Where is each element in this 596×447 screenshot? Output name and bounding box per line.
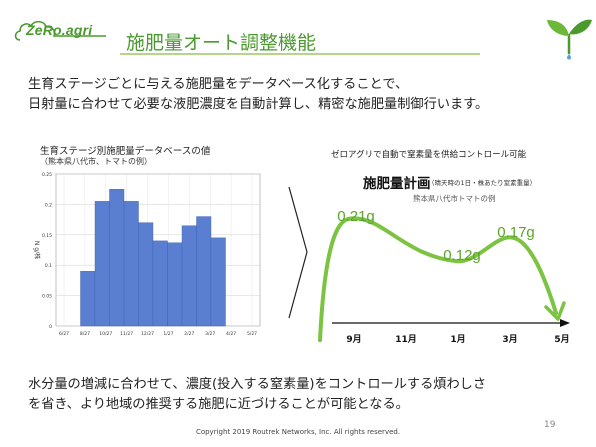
bar (80, 271, 96, 327)
value-label: 0.17g (497, 224, 535, 241)
y-tick-label: 0.15 (42, 233, 52, 239)
x-tick-label: 5/27 (247, 331, 257, 337)
plan-caption: ゼロアグリで自動で窒素量を供給コントロール可能 (331, 150, 527, 160)
page-number: 19 (544, 420, 556, 430)
plan-title: 施肥量計画 (363, 176, 431, 192)
x-tick-label: 1月 (450, 334, 465, 345)
y-tick-label: 0.2 (45, 202, 52, 208)
x-tick-label: 11/27 (120, 331, 133, 337)
x-tick-label: 1/27 (163, 331, 173, 337)
x-tick-label: 4/27 (226, 331, 236, 337)
fertilizer-database-chart: 0 0.05 0.1 0.15 0.2 0.25 6/27 8/27 10/27 11/27 12/… (33, 172, 261, 337)
y-axis-label: N g/株 (33, 241, 41, 259)
x-tick-label: 9月 (346, 334, 361, 345)
x-tick-label: 8/27 (80, 331, 90, 337)
logo-cloud-icon (14, 20, 106, 41)
plan-curve-arrowhead (544, 301, 566, 321)
y-tick-label: 0.1 (45, 263, 52, 269)
bar (138, 222, 154, 327)
bar (196, 216, 212, 327)
x-tick-label: 6/27 (59, 331, 69, 337)
x-tick-label: 3月 (502, 334, 517, 345)
plan-note: （晴天時の1日・株あたり窒素重量） (428, 179, 537, 187)
value-label: 0.12g (443, 247, 481, 264)
x-tick-label: 5月 (554, 334, 569, 345)
x-tick-label: 2/27 (184, 331, 194, 337)
page-title: 施肥量オート調整機能 (126, 32, 317, 54)
fertilizer-plan-chart: 9月 11月 1月 3月 5月 0.21g 0.12g 0.17g (318, 208, 570, 345)
bar (181, 225, 197, 327)
plan-curve (318, 216, 558, 343)
chevron-right-icon (288, 186, 308, 319)
logo-text: ZeRo.agri (26, 22, 93, 38)
bar (167, 242, 183, 327)
y-tick-label: 0.05 (42, 294, 52, 300)
title-underline (120, 53, 480, 55)
outro-line-1: 水分量の増減に合わせて、濃度(投入する窒素量)をコントロールする煩わしさ (28, 377, 487, 392)
intro-line-1: 生育ステージごとに与える施肥量をデータベース化することで、 (28, 77, 409, 92)
bar (94, 201, 110, 327)
bar (123, 201, 139, 327)
outro-line-2: を省き、より地域の推奨する施肥に近づけることが可能となる。 (28, 397, 409, 412)
intro-line-2: 日射量に合わせて必要な液肥濃度を自動計算し、精密な施肥量制御行います。 (28, 97, 489, 112)
chart-title: 生育ステージ別施肥量データベースの値 (40, 146, 211, 157)
y-tick-label: 0 (49, 324, 52, 330)
chart-subtitle: （熊本県八代市、トマトの例） (40, 157, 152, 166)
x-tick-label: 11月 (395, 334, 417, 345)
plan-subtitle: 熊本県八代市トマトの例 (413, 194, 496, 203)
bar (109, 189, 125, 327)
value-label: 0.21g (337, 208, 375, 225)
copyright: Copyright 2019 Routrek Networks, Inc. Al… (195, 428, 401, 436)
x-tick-label: 12/27 (141, 331, 154, 337)
bar (152, 240, 168, 327)
x-tick-label: 3/27 (205, 331, 215, 337)
y-tick-label: 0.25 (42, 172, 52, 178)
bar (210, 237, 226, 327)
x-axis-arrow (560, 319, 570, 327)
x-tick-label: 10/27 (99, 331, 112, 337)
sprout-icon (547, 19, 592, 60)
